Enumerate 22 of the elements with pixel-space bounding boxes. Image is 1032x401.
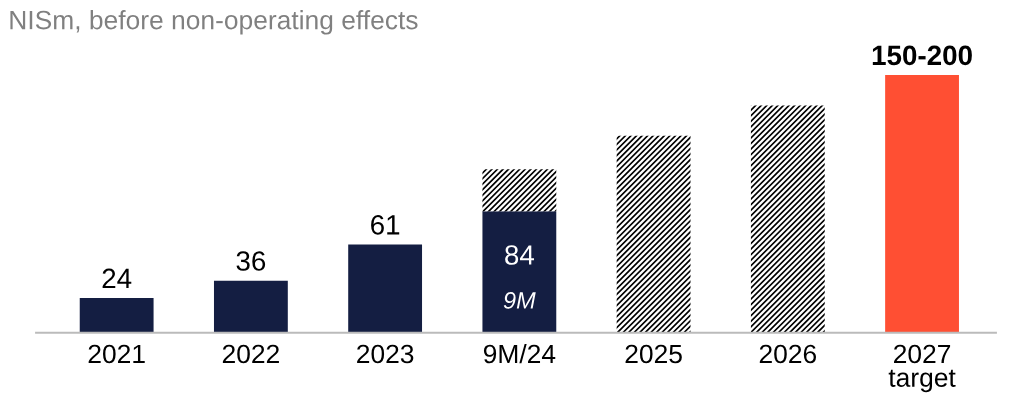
bar — [213, 280, 288, 333]
x-tick-label: 2025 — [625, 344, 682, 364]
x-tick-label: 2023 — [357, 344, 414, 364]
x-tick-label: 2021 — [88, 344, 145, 364]
bar — [482, 211, 557, 333]
data-label: 61 — [371, 214, 400, 235]
annotation: 9M — [503, 292, 536, 309]
data-label: 150-200 — [872, 45, 972, 66]
bar — [885, 75, 959, 333]
x-tick-label: 2026 — [759, 344, 817, 364]
data-label: 24 — [102, 268, 132, 288]
x-tick-label: 2022 — [222, 344, 279, 364]
bar — [79, 298, 154, 333]
x-tick-label: 9M/24 — [483, 343, 556, 364]
bar — [750, 105, 825, 333]
bar — [482, 169, 557, 212]
bar — [616, 135, 691, 333]
bar — [348, 244, 423, 333]
data-label: 84 — [505, 245, 534, 265]
data-label: 36 — [236, 251, 266, 271]
x-tick-label: 2027 target — [888, 344, 956, 393]
chart-subtitle: NISm, before non-operating effects — [10, 10, 418, 35]
